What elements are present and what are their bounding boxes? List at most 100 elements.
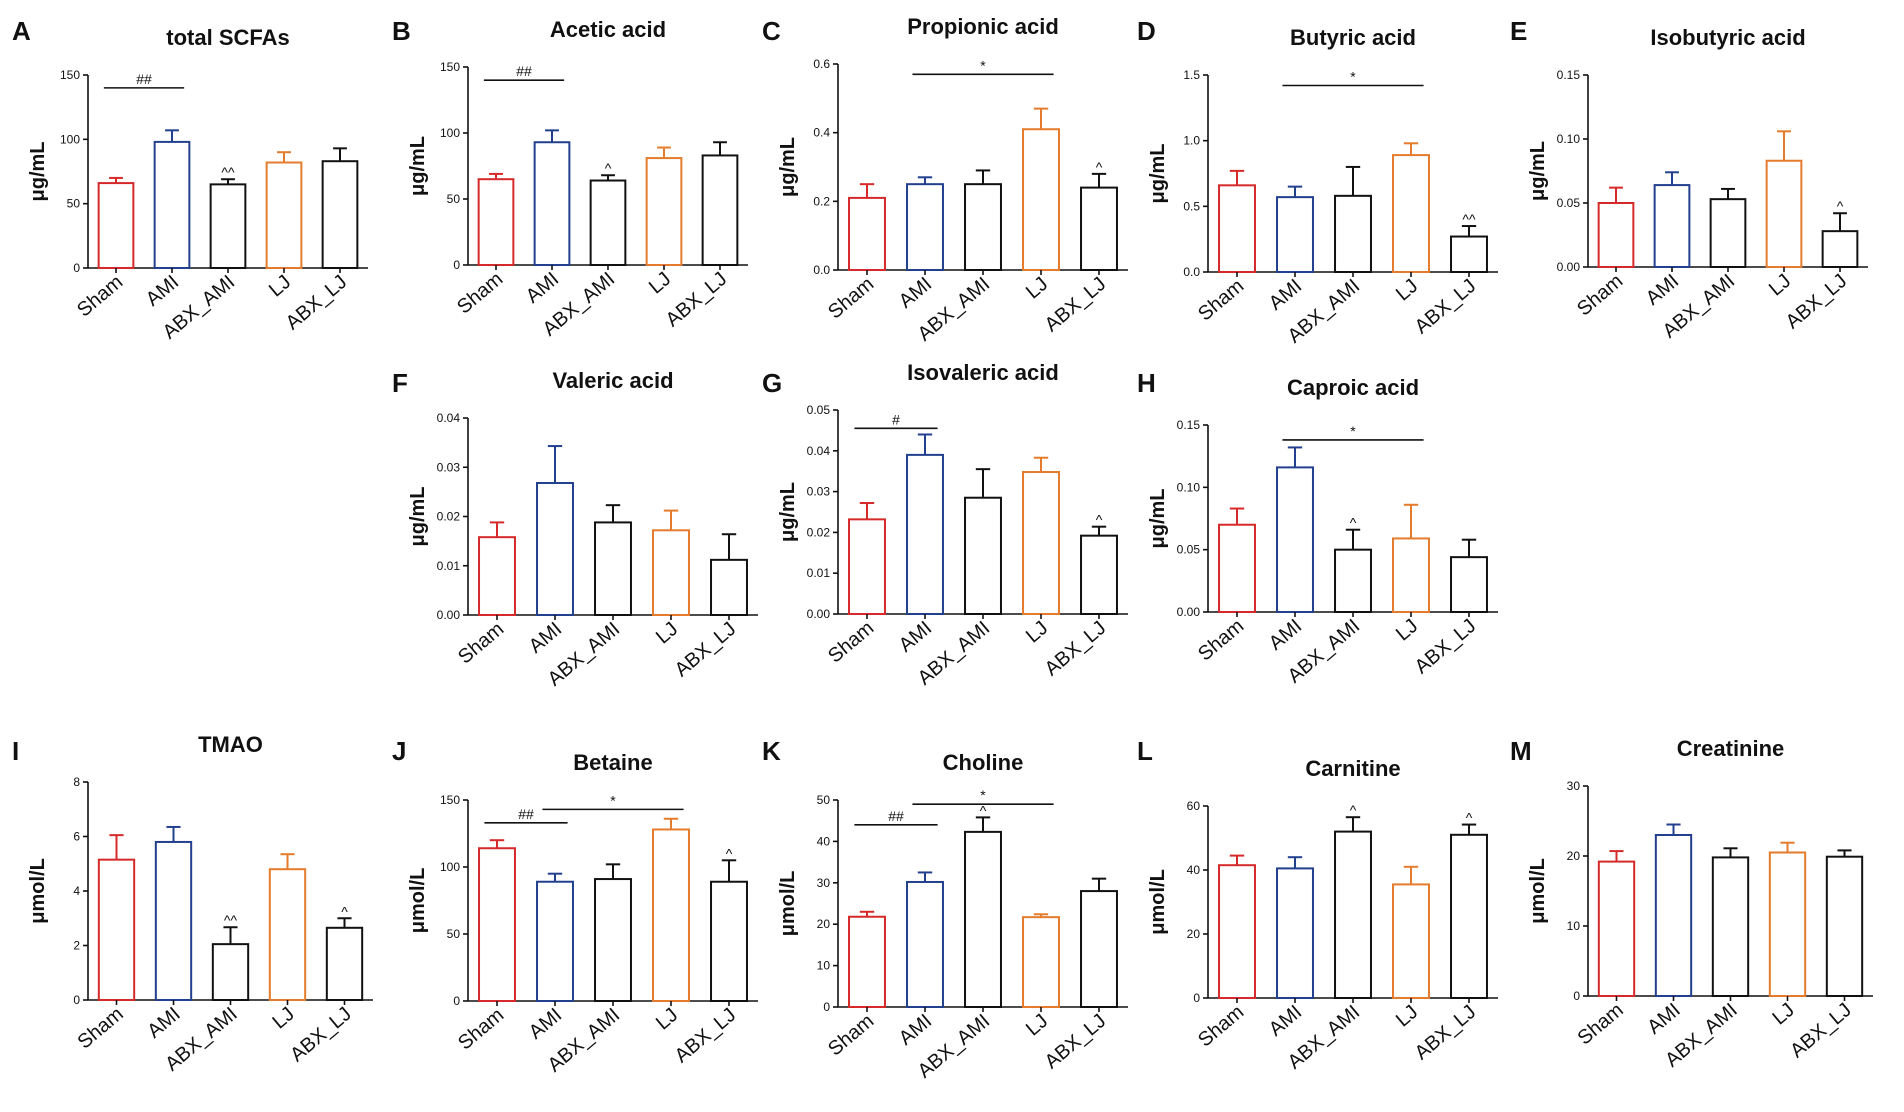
x-tick-label: ABX_LJ [1411, 1001, 1481, 1064]
panel-letter: C [762, 16, 781, 46]
y-tick-label: 50 [67, 197, 81, 211]
panel-letter: E [1510, 16, 1527, 46]
y-tick-label: 30 [1567, 779, 1581, 793]
chart-title: Acetic acid [550, 17, 666, 42]
y-tick-label: 150 [440, 60, 460, 74]
chart-title: Caproic acid [1287, 375, 1419, 400]
bar-ami [1276, 466, 1314, 613]
bar-lj [652, 529, 690, 616]
bar-lj [1392, 537, 1430, 613]
x-tick-label: ABX_LJ [1041, 273, 1111, 336]
x-tick-label: Sham [453, 268, 507, 318]
bar-abx-lj [1821, 230, 1859, 269]
x-tick-label: AMI [895, 273, 936, 313]
bar-ami [1276, 867, 1314, 1000]
y-tick-label: 100 [440, 860, 460, 874]
x-tick-label: LJ [1392, 1001, 1422, 1031]
bar-ami [533, 141, 571, 267]
y-tick-label: 150 [60, 68, 80, 82]
bar-ami [154, 840, 193, 1002]
y-tick-label: 2 [73, 939, 80, 953]
x-tick-label: AMI [143, 1003, 184, 1043]
x-tick-label: Sham [824, 617, 878, 667]
significance-label: ## [888, 808, 904, 824]
significance-label: ^^ [224, 912, 238, 928]
x-tick-label: AMI [895, 1010, 936, 1050]
x-tick-label: ABX_LJ [282, 271, 352, 334]
y-tick-label: 0.15 [1177, 418, 1201, 432]
y-tick-label: 0.5 [1183, 199, 1200, 213]
significance-label: * [1350, 69, 1356, 85]
x-tick-label: ABX_LJ [1782, 270, 1852, 333]
x-tick-label: AMI [895, 617, 936, 657]
y-tick-label: 0.15 [1557, 68, 1581, 82]
x-tick-label: Sham [73, 271, 127, 321]
chart-title: Butyric acid [1290, 25, 1416, 50]
significance-label: ^ [341, 903, 348, 919]
y-tick-label: 0.02 [807, 525, 831, 539]
x-tick-label: Sham [1194, 275, 1248, 325]
bar-sham [1597, 202, 1635, 268]
panel-f: F Valeric acid μg/mL 0.00 0.01 0.02 0.03 0.04 Sh… [392, 368, 758, 691]
bar-lj [265, 161, 303, 269]
bar-sham [848, 518, 886, 615]
significance-label: ^ [1837, 198, 1844, 214]
bar-sham [1218, 184, 1256, 274]
y-axis-label: μg/mL [407, 136, 429, 196]
y-tick-label: 150 [440, 793, 460, 807]
x-tick-label: LJ [1765, 270, 1795, 300]
significance-label: * [1350, 423, 1356, 439]
x-tick-label: AMI [522, 268, 563, 308]
bar-sham [848, 915, 886, 1008]
y-tick-label: 0.00 [1177, 605, 1201, 619]
bar-abx-lj [1450, 556, 1488, 613]
chart-title: Carnitine [1305, 756, 1400, 781]
y-tick-label: 50 [447, 192, 461, 206]
panel-letter: F [392, 368, 408, 398]
y-axis-label: μg/mL [777, 482, 799, 542]
y-tick-label: 0.00 [437, 608, 461, 622]
significance-label: * [610, 792, 616, 808]
x-tick-label: AMI [1265, 1001, 1306, 1041]
bar-abx-ami [964, 830, 1002, 1008]
bar-ami [536, 482, 574, 617]
y-tick-label: 0.04 [437, 411, 461, 425]
bar-ami [906, 453, 944, 615]
bar-lj [1768, 851, 1807, 997]
y-tick-label: 10 [1567, 919, 1581, 933]
bar-sham [478, 847, 516, 1002]
y-tick-label: 0.10 [1177, 480, 1201, 494]
bar-lj [1392, 154, 1430, 273]
chart-title: Creatinine [1677, 736, 1785, 761]
significance-label: ^ [980, 802, 987, 818]
y-axis-label: μmol/L [27, 858, 49, 924]
y-tick-label: 60 [1187, 799, 1201, 813]
x-tick-label: LJ [652, 618, 682, 648]
y-axis-label: μg/mL [1147, 143, 1169, 203]
panel-letter: B [392, 16, 411, 46]
y-tick-label: 0 [453, 258, 460, 272]
y-tick-label: 0 [1573, 989, 1580, 1003]
significance-label: ## [516, 63, 532, 79]
y-tick-label: 0.6 [813, 57, 830, 71]
x-tick-label: Sham [824, 273, 878, 323]
bar-ami [1654, 834, 1693, 997]
x-tick-label: LJ [1022, 273, 1052, 303]
significance-label: ^ [1466, 810, 1473, 826]
significance-label: * [980, 787, 986, 803]
y-tick-label: 100 [60, 132, 80, 146]
significance-label: ^ [605, 160, 612, 176]
x-tick-label: AMI [1643, 999, 1684, 1039]
y-tick-label: 0 [73, 261, 80, 275]
bar-lj [1022, 471, 1060, 615]
x-tick-label: AMI [1265, 615, 1306, 655]
y-tick-label: 0.02 [437, 510, 461, 524]
x-tick-label: AMI [525, 618, 566, 658]
panel-letter: K [762, 736, 781, 766]
y-tick-label: 20 [1567, 849, 1581, 863]
x-tick-label: AMI [1642, 270, 1683, 310]
